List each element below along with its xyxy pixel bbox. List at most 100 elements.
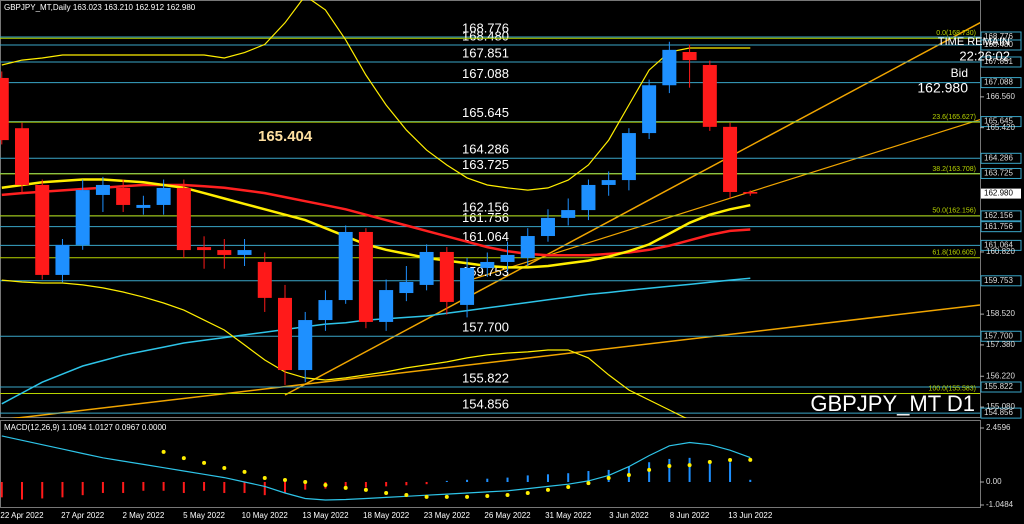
x-tick-label: 26 May 2022 [484,511,531,520]
level-axis-label: 163.725 [984,169,1013,178]
macd-signal-dot [647,467,652,472]
macd-signal-dot [424,494,429,499]
level-label: 154.856 [462,397,509,412]
x-tick-label: 27 Apr 2022 [61,511,105,520]
bid-axis-label: 162.980 [984,189,1013,198]
candle-body [35,184,50,275]
macd-bar [182,481,185,493]
macd-bar [101,481,104,493]
level-label: 167.851 [462,45,509,60]
macd-signal-dot [545,487,550,492]
level-label: 168.480 [462,28,509,43]
macd-signal-dot [384,490,389,495]
macd-signal-dot [728,458,733,463]
level-axis-label: 167.088 [984,78,1013,87]
level-axis-label: 167.851 [984,57,1013,66]
trend-line [284,21,980,396]
macd-tick-label: 0.00 [986,477,1002,486]
candle-body [15,128,29,185]
macd-signal-dot [687,463,692,468]
indicator-line [1,277,751,405]
symbol-label: GBPJPY_MT D1 [810,391,975,416]
candle-body [621,133,636,181]
candle-body [0,77,9,141]
y-tick-label: 165.420 [986,123,1015,132]
level-label: 157.700 [462,320,509,335]
fib-label: 50.0(162.156) [932,208,976,215]
macd-signal-dot [404,492,409,497]
macd-tick-label: 2.4596 [986,423,1011,432]
macd-signal-dot [485,494,490,499]
candle-body [723,126,738,192]
candle-body [460,267,475,305]
level-label: 163.725 [462,157,509,172]
level-label: 164.286 [462,142,509,157]
macd-bar [466,479,469,482]
macd-signal-dot [465,494,470,499]
macd-signal-dot [222,465,227,470]
candle-body [358,231,373,322]
bid-box [981,188,1021,199]
level-box [980,152,1022,164]
candle-body [399,281,414,294]
level-label: 161.064 [462,229,509,244]
macd-bar [364,481,367,488]
candle-body [257,261,272,298]
main-frame [0,0,981,418]
candle-body [277,297,292,371]
macd-signal-dot [626,472,631,477]
macd-bar [486,478,489,482]
macd-signal-dot [323,483,328,488]
x-tick-label: 31 May 2022 [545,511,592,520]
macd-bar [749,479,752,482]
candle-body [500,254,515,262]
macd-bar [425,481,428,485]
macd-bar [506,477,509,482]
y-tick-label: 166.560 [986,92,1015,101]
macd-signal-dot [748,457,753,462]
macd-bar [263,481,266,496]
level-label: 165.645 [462,105,509,120]
candle-body [642,85,657,134]
macd-bar [708,460,711,482]
fib-label: 38.2(163.708) [932,166,976,173]
y-tick-label: 157.380 [986,340,1015,349]
level-label: 162.156 [462,199,509,214]
level-axis-label: 161.064 [984,240,1013,249]
indicator-line [1,279,687,418]
macd-bar [648,462,651,482]
x-tick-label: 5 May 2022 [183,511,225,520]
level-box [980,221,1022,233]
macd-bar [223,481,226,493]
macd-bar [688,457,691,482]
macd-signal-dot [181,456,186,461]
macd-bar [445,480,448,482]
macd-signal-dot [202,460,207,465]
candle-body [743,191,758,194]
x-tick-label: 13 Jun 2022 [728,511,773,520]
candle-body [318,300,333,321]
candle-body [581,184,596,211]
macd-bar [405,481,408,486]
macd-frame [0,420,981,508]
macd-bar [41,481,44,499]
macd-tick-label: -1.0484 [986,500,1014,509]
trend-line [10,304,980,418]
macd-bar [385,481,388,487]
macd-bar [21,481,23,500]
candle-body [197,247,212,251]
y-tick-label: 160.820 [986,247,1015,256]
candle-body [298,320,313,371]
macd-line [1,435,751,501]
x-tick-label: 2 May 2022 [122,511,164,520]
level-label: 167.088 [462,66,509,81]
level-box [980,381,1022,393]
macd-bar [526,475,529,482]
macd-bar [61,481,64,498]
level-axis-label: 157.700 [984,331,1013,340]
candle-body [520,236,535,258]
candle-body [136,204,151,208]
indicator-line [1,0,751,191]
candle-body [682,52,697,61]
